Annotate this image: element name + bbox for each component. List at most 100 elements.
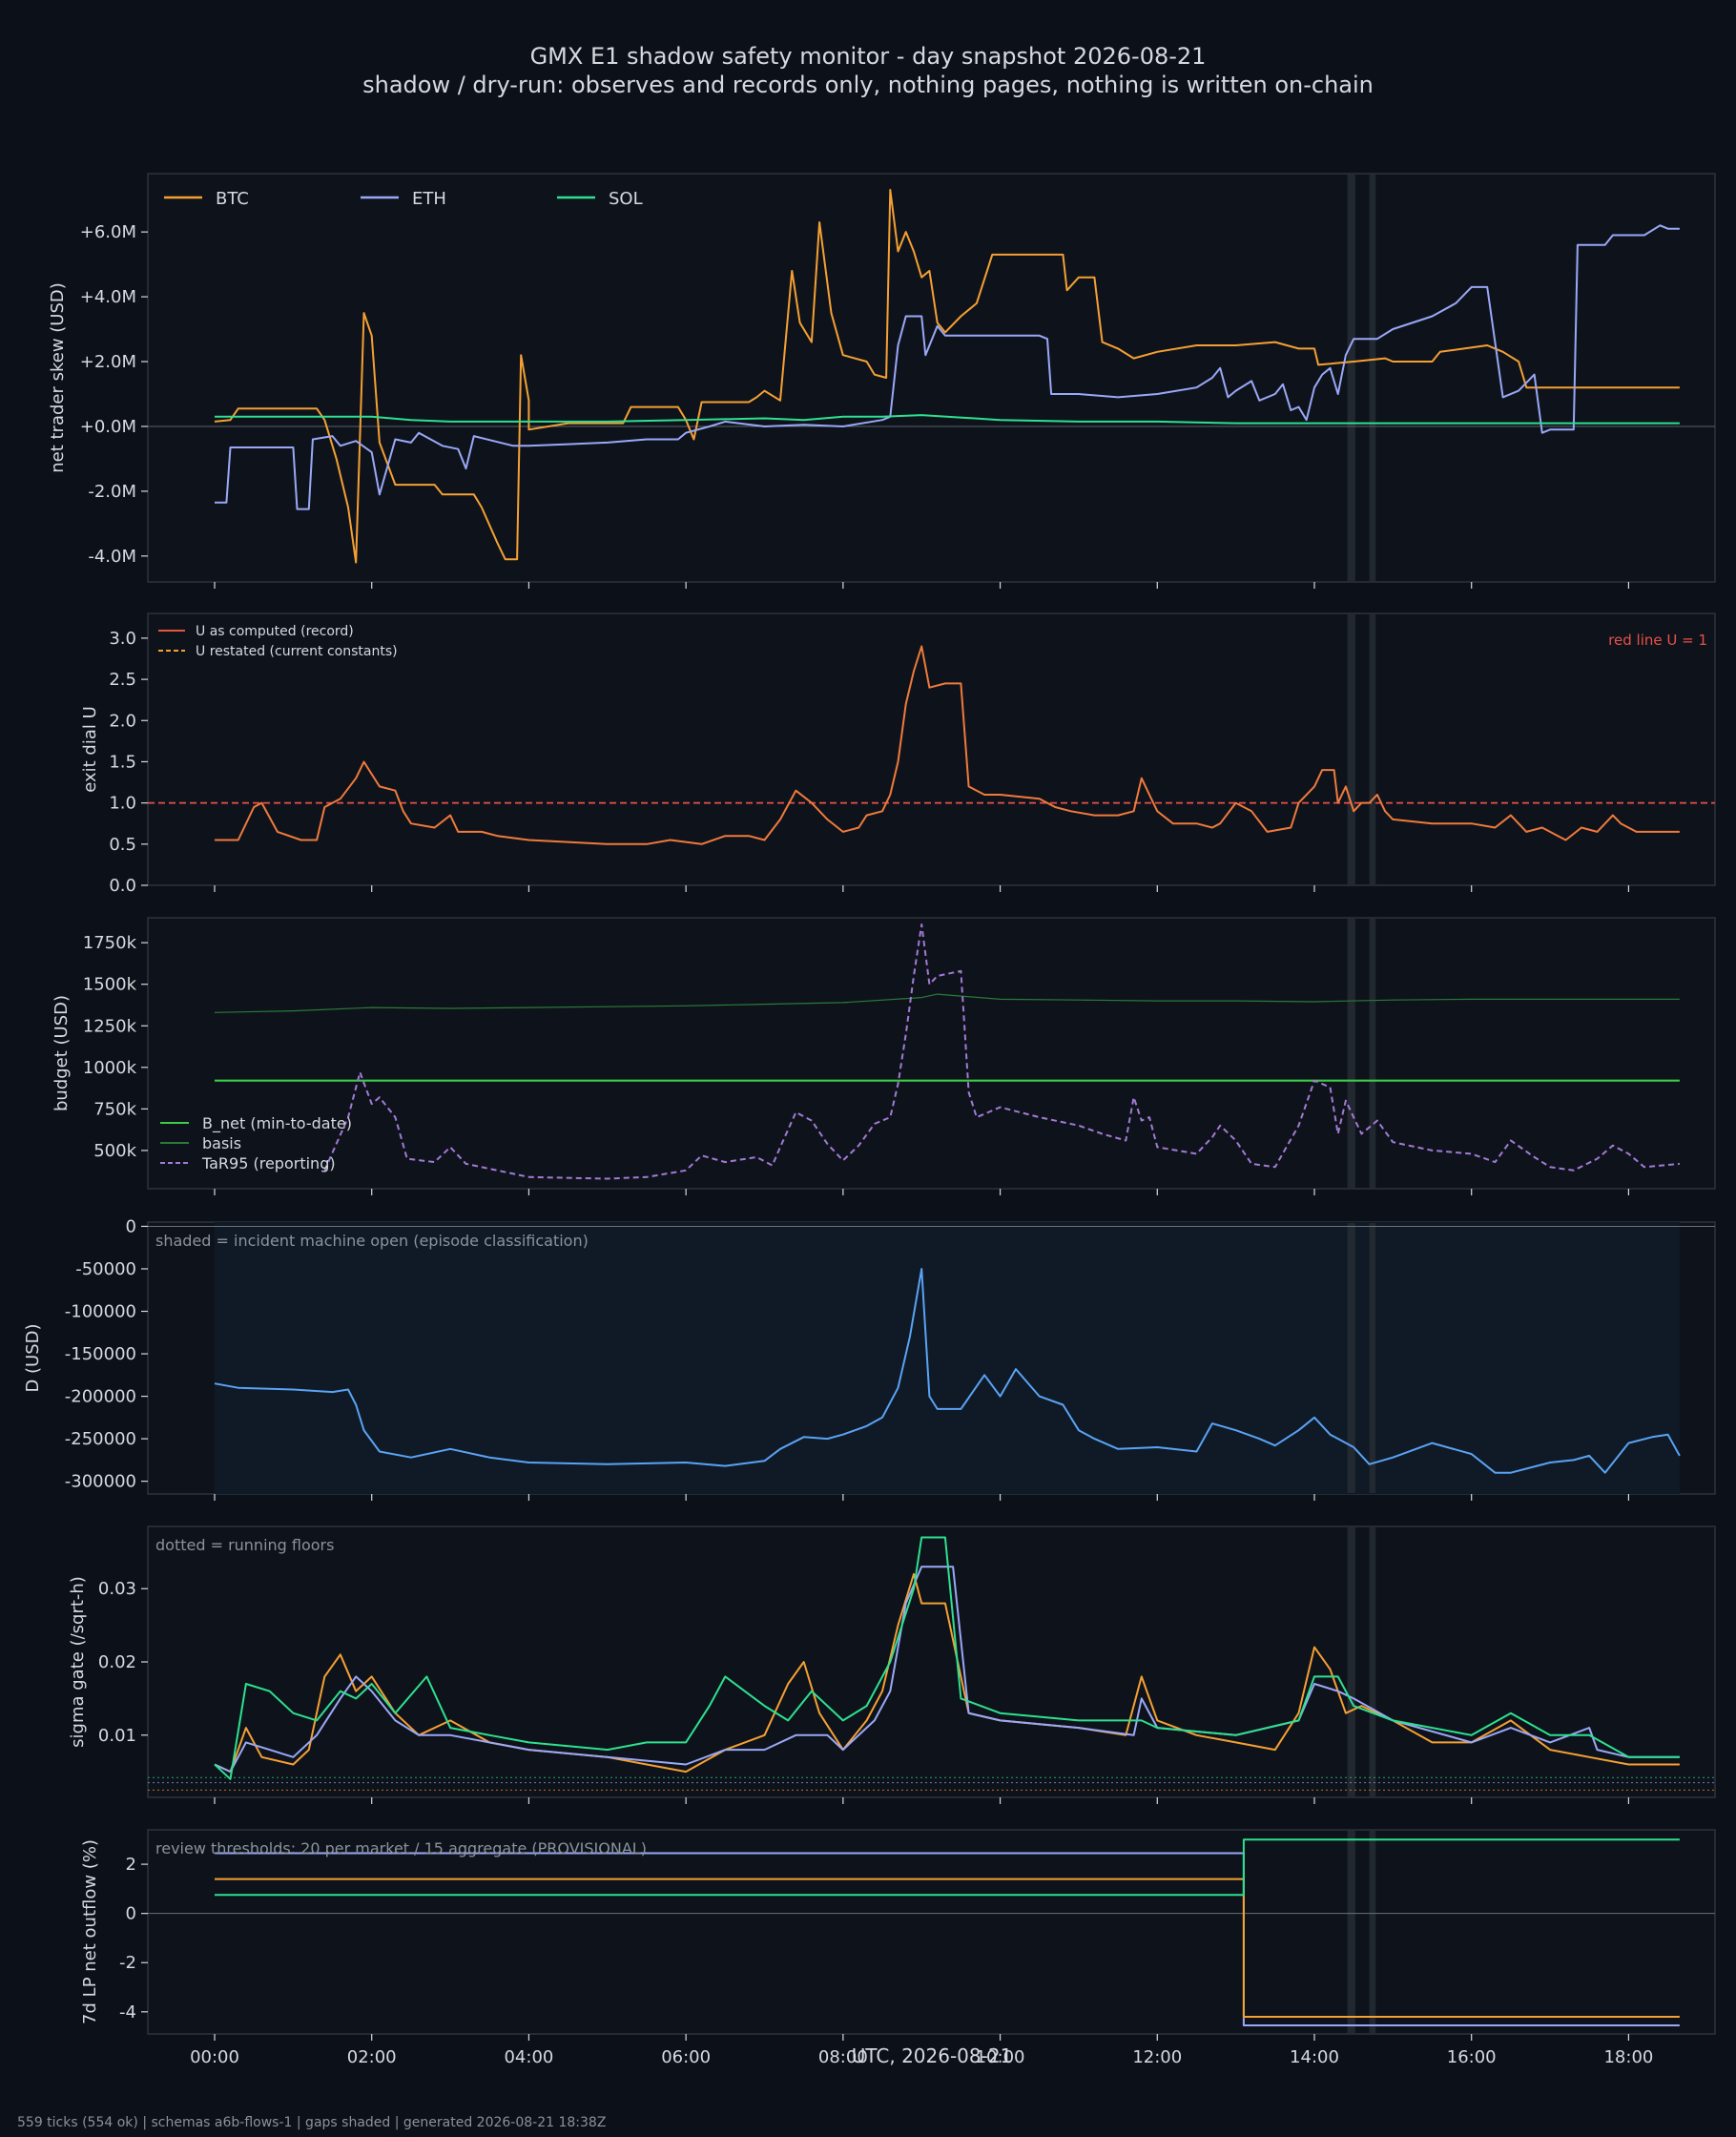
y-axis-label: D (USD) [23,1323,43,1392]
y-tick-label: -4 [119,2002,136,2023]
legend-label: SOL [609,189,643,209]
gap-shade [1347,614,1355,884]
y-tick-label: 0.02 [98,1652,136,1672]
y-tick-label: -2.0M [88,482,136,502]
y-tick-label: 0 [126,1904,136,1924]
y-tick-label: -300000 [65,1472,136,1492]
y-axis-label: exit dial U [80,706,100,793]
x-tick-label: 08:00 [818,2047,868,2067]
series-line-sol [215,414,1680,425]
y-tick-label: 1.5 [109,752,136,772]
legend-label: TaR95 (reporting) [201,1154,336,1172]
gap-shade [1369,175,1376,581]
series-line-u-as-computed-record- [215,645,1680,845]
y-tick-label: 1000k [83,1058,137,1078]
gap-shade [1347,1223,1355,1493]
x-tick-label: 04:00 [504,2047,553,2067]
x-tick-label: 02:00 [347,2047,397,2067]
y-tick-label: 2.0 [109,711,136,731]
y-tick-label: -100000 [65,1302,136,1322]
y-tick-label: 0 [126,1216,136,1236]
gap-shade [1369,919,1376,1188]
incident-shade [215,1222,1680,1494]
redline-annotation: red line U = 1 [1608,632,1707,649]
panel-frame [147,173,1716,583]
y-tick-label: +4.0M [80,287,136,307]
gap-shade [1347,919,1355,1188]
chart-title: GMX E1 shadow safety monitor - day snaps… [530,43,1207,70]
gap-shade [1369,1527,1376,1796]
panel-4: 0 -50000 -100000 -150000 -200000 -250000 -3000… [23,1216,1716,1501]
y-tick-label: 2.5 [109,670,136,690]
gap-shade [1369,1223,1376,1493]
y-tick-label: 2 [126,1855,136,1875]
x-tick-label: 10:00 [976,2047,1025,2067]
series-line-sol [215,1838,1680,1897]
y-axis-label: budget (USD) [52,995,72,1111]
y-tick-label: 1.0 [109,794,136,814]
x-axis-label: UTC, 2026-08-21 [852,2044,1013,2067]
y-tick-label: 750k [93,1099,136,1119]
series-line-tar95-reporting- [323,923,1680,1180]
series-line-basis [214,993,1680,1013]
legend-label: basis [202,1134,241,1152]
series-line-sol [214,1536,1680,1780]
y-tick-label: 3.0 [109,629,136,649]
panel-annotation: shaded = incident machine open (episode … [155,1232,589,1250]
legend-label: U as computed (record) [196,624,354,639]
x-tick-label: 18:00 [1603,2047,1653,2067]
y-tick-label: +0.0M [80,417,136,437]
y-tick-label: 1750k [83,933,137,953]
y-tick-label: -50000 [75,1259,136,1279]
y-tick-label: +2.0M [80,352,136,372]
gap-shade [1369,614,1376,884]
panels: +6.0M +4.0M +2.0M +0.0M -2.0M -4.0M net trader… [23,173,1716,2067]
panel-5: 0.01 0.02 0.03 sigma gate (/sqrt-h) dotted =… [68,1525,1716,1804]
legend-label: BTC [216,189,249,209]
panel-frame [147,1525,1716,1798]
panel-1: +6.0M +4.0M +2.0M +0.0M -2.0M -4.0M net trader… [48,173,1716,589]
y-axis-label: 7d LP net outflow (%) [80,1839,100,2024]
series-line-btc [214,189,1680,564]
y-tick-label: -4.0M [88,547,136,567]
panel-3: 500k 750k 1000k 1250k 1500k 1750k budget (USD)… [52,917,1716,1195]
panel-annotation: review thresholds: 20 per market / 15 ag… [155,1839,647,1857]
y-tick-label: -250000 [65,1429,136,1449]
x-tick-label: 12:00 [1132,2047,1182,2067]
gap-shade [1347,175,1355,581]
legend-label: B_net (min-to-date) [202,1114,352,1133]
gap-shade [1347,1527,1355,1796]
panel-2: 0.0 0.5 1.0 1.5 2.0 2.5 3.0 exit dial U red line… [80,612,1716,896]
panel-frame [147,612,1716,886]
x-tick-label: 16:00 [1447,2047,1497,2067]
series-line-eth [215,224,1680,510]
y-tick-label: 0.01 [98,1726,136,1746]
panel-frame [147,917,1716,1190]
y-tick-label: 0.03 [98,1579,136,1599]
y-tick-label: 1500k [83,975,137,995]
y-axis-label: sigma gate (/sqrt-h) [68,1576,88,1748]
gap-shade [1347,1831,1355,2033]
x-tick-label: 00:00 [190,2047,239,2067]
legend-label: U restated (current constants) [196,644,398,659]
y-tick-label: +6.0M [80,222,136,242]
series-line-eth [214,1566,1680,1774]
y-tick-label: -2 [119,1953,136,1973]
y-tick-label: 1250k [83,1016,137,1036]
panel-annotation: dotted = running floors [155,1536,334,1554]
series-line-d [214,1268,1681,1474]
gap-shade [1369,1831,1376,2033]
chart-subtitle: shadow / dry-run: observes and records o… [362,72,1374,98]
legend-label: ETH [412,189,446,209]
footer-status: 559 ticks (554 ok) | schemas a6b-flows-1… [17,2115,606,2130]
y-tick-label: -200000 [65,1387,136,1407]
x-tick-label: 14:00 [1290,2047,1339,2067]
y-tick-label: 0.0 [109,876,136,896]
y-tick-label: 0.5 [109,835,136,855]
series-line-btc [215,1878,1680,2018]
x-tick-label: 06:00 [661,2047,711,2067]
panel-frame [147,1829,1716,2035]
y-tick-label: 500k [93,1141,136,1161]
y-tick-label: -150000 [65,1344,136,1364]
